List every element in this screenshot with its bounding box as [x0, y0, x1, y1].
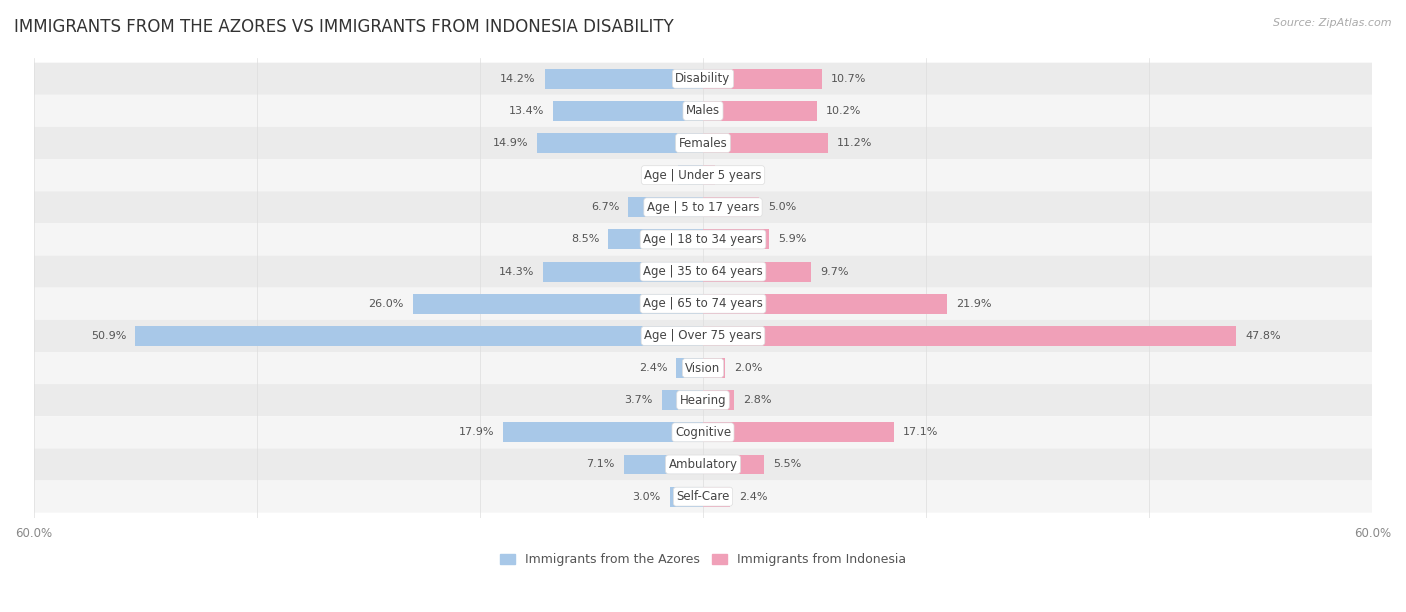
- Text: Cognitive: Cognitive: [675, 426, 731, 439]
- Bar: [703, 197, 759, 217]
- Text: Males: Males: [686, 105, 720, 118]
- Text: 10.7%: 10.7%: [831, 73, 866, 84]
- Text: 9.7%: 9.7%: [820, 267, 849, 277]
- Bar: [503, 422, 703, 442]
- Bar: [703, 69, 823, 89]
- Text: 2.4%: 2.4%: [638, 363, 668, 373]
- Bar: [703, 422, 894, 442]
- Text: 5.5%: 5.5%: [773, 460, 801, 469]
- Text: 17.1%: 17.1%: [903, 427, 938, 438]
- Bar: [679, 165, 703, 185]
- Text: Females: Females: [679, 136, 727, 149]
- Text: Ambulatory: Ambulatory: [668, 458, 738, 471]
- Bar: [703, 133, 828, 153]
- Text: 3.0%: 3.0%: [633, 491, 661, 502]
- Bar: [703, 230, 769, 250]
- Text: 7.1%: 7.1%: [586, 460, 614, 469]
- Text: Age | 18 to 34 years: Age | 18 to 34 years: [643, 233, 763, 246]
- Bar: [662, 390, 703, 410]
- FancyBboxPatch shape: [34, 352, 1372, 384]
- Text: 17.9%: 17.9%: [458, 427, 495, 438]
- Text: 26.0%: 26.0%: [368, 299, 404, 308]
- Bar: [676, 358, 703, 378]
- FancyBboxPatch shape: [34, 159, 1372, 191]
- Text: 14.3%: 14.3%: [499, 267, 534, 277]
- Bar: [537, 133, 703, 153]
- Bar: [703, 326, 1236, 346]
- FancyBboxPatch shape: [34, 449, 1372, 480]
- Bar: [135, 326, 703, 346]
- Bar: [413, 294, 703, 314]
- Text: Self-Care: Self-Care: [676, 490, 730, 503]
- FancyBboxPatch shape: [34, 416, 1372, 449]
- Bar: [609, 230, 703, 250]
- Text: 5.0%: 5.0%: [768, 203, 796, 212]
- FancyBboxPatch shape: [34, 62, 1372, 95]
- Bar: [703, 390, 734, 410]
- Bar: [703, 455, 765, 474]
- Bar: [703, 262, 811, 282]
- Text: 21.9%: 21.9%: [956, 299, 991, 308]
- Bar: [703, 165, 716, 185]
- FancyBboxPatch shape: [34, 95, 1372, 127]
- Text: 14.2%: 14.2%: [501, 73, 536, 84]
- FancyBboxPatch shape: [34, 288, 1372, 320]
- Text: 14.9%: 14.9%: [492, 138, 527, 148]
- Bar: [628, 197, 703, 217]
- Text: Age | 65 to 74 years: Age | 65 to 74 years: [643, 297, 763, 310]
- Text: Age | Under 5 years: Age | Under 5 years: [644, 169, 762, 182]
- FancyBboxPatch shape: [34, 320, 1372, 352]
- Bar: [669, 487, 703, 507]
- Bar: [703, 358, 725, 378]
- Text: 2.0%: 2.0%: [734, 363, 762, 373]
- Text: Age | 35 to 64 years: Age | 35 to 64 years: [643, 265, 763, 278]
- Text: 1.1%: 1.1%: [724, 170, 752, 180]
- Text: 5.9%: 5.9%: [778, 234, 806, 244]
- Text: 2.8%: 2.8%: [744, 395, 772, 405]
- Text: 50.9%: 50.9%: [91, 331, 127, 341]
- Text: 2.4%: 2.4%: [738, 491, 768, 502]
- Bar: [544, 69, 703, 89]
- Text: Source: ZipAtlas.com: Source: ZipAtlas.com: [1274, 18, 1392, 28]
- FancyBboxPatch shape: [34, 191, 1372, 223]
- Text: 6.7%: 6.7%: [591, 203, 619, 212]
- Text: 3.7%: 3.7%: [624, 395, 652, 405]
- Bar: [554, 101, 703, 121]
- FancyBboxPatch shape: [34, 256, 1372, 288]
- Text: 2.2%: 2.2%: [641, 170, 669, 180]
- Text: Hearing: Hearing: [679, 394, 727, 407]
- FancyBboxPatch shape: [34, 127, 1372, 159]
- Legend: Immigrants from the Azores, Immigrants from Indonesia: Immigrants from the Azores, Immigrants f…: [495, 548, 911, 571]
- Text: 10.2%: 10.2%: [825, 106, 860, 116]
- Text: Age | Over 75 years: Age | Over 75 years: [644, 329, 762, 342]
- Text: Age | 5 to 17 years: Age | 5 to 17 years: [647, 201, 759, 214]
- Text: 13.4%: 13.4%: [509, 106, 544, 116]
- Text: IMMIGRANTS FROM THE AZORES VS IMMIGRANTS FROM INDONESIA DISABILITY: IMMIGRANTS FROM THE AZORES VS IMMIGRANTS…: [14, 18, 673, 36]
- Bar: [703, 101, 817, 121]
- Text: 47.8%: 47.8%: [1246, 331, 1281, 341]
- Bar: [703, 294, 948, 314]
- FancyBboxPatch shape: [34, 480, 1372, 513]
- Bar: [624, 455, 703, 474]
- FancyBboxPatch shape: [34, 223, 1372, 256]
- Text: 8.5%: 8.5%: [571, 234, 599, 244]
- Bar: [544, 262, 703, 282]
- Bar: [703, 487, 730, 507]
- FancyBboxPatch shape: [34, 384, 1372, 416]
- Text: Vision: Vision: [685, 362, 721, 375]
- Text: 11.2%: 11.2%: [837, 138, 872, 148]
- Text: Disability: Disability: [675, 72, 731, 85]
